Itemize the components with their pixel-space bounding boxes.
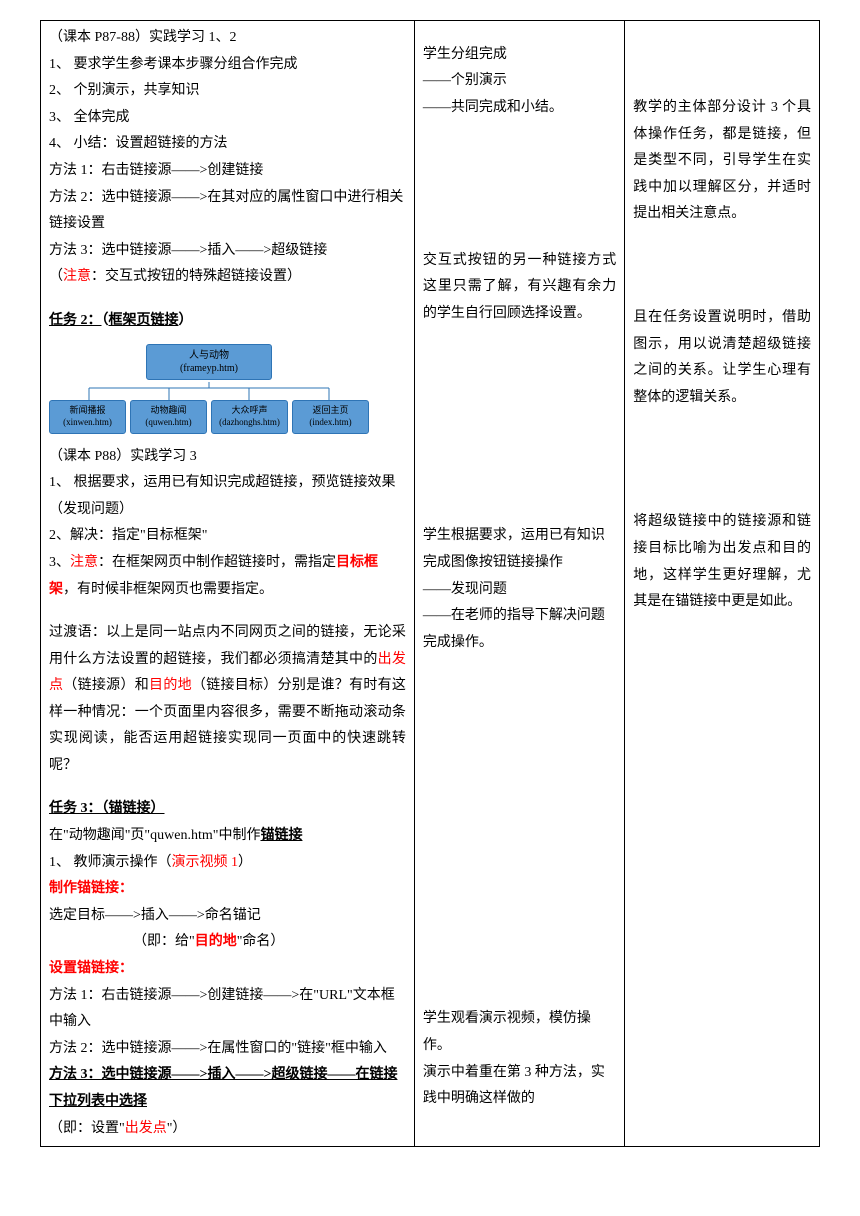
node-sub: (dazhonghs.htm)	[213, 417, 286, 429]
text-block: 交互式按钮的另一种链接方式这里只需了解，有兴趣有余力的学生自行回顾选择设置。	[423, 248, 616, 328]
text-line: 1、 要求学生参考课本步骤分组合作完成	[49, 52, 406, 79]
text: ）	[238, 855, 252, 870]
text-line: ——在老师的指导下解决问题完成操作。	[423, 603, 616, 656]
spacer	[423, 122, 616, 248]
text: ：交互式按钮的特殊超链接设置）	[91, 269, 301, 284]
diagram-child-node: 返回主页 (index.htm)	[292, 400, 369, 433]
spacer	[423, 25, 616, 42]
spacer	[633, 25, 811, 95]
text: （链接源）和	[63, 678, 149, 693]
transition-text: 过渡语：以上是同一站点内不同网页之间的链接，无论采用什么方法设置的超链接，我们都…	[49, 620, 406, 780]
text-line: 方法 2：选中链接源——>在其对应的属性窗口中进行相关链接设置	[49, 185, 406, 238]
text-line: 方法 2：选中链接源——>在属性窗口的"链接"框中输入	[49, 1036, 406, 1063]
text: （即：给"	[133, 934, 195, 949]
node-sub: (xinwen.htm)	[51, 417, 124, 429]
text-line: 2、解决：指定"目标框架"	[49, 523, 406, 550]
spacer	[423, 327, 616, 523]
text: ）	[179, 313, 193, 328]
highlight-text: 目的地	[149, 678, 192, 693]
text-block: 且在任务设置说明时，借助图示，用以说清楚超级链接之间的关系。让学生心理有整体的逻…	[633, 305, 811, 411]
task-heading: 任务 2：（框架页链接）	[49, 308, 406, 335]
node-title: 动物趣闻	[132, 405, 205, 417]
text-line: 学生分组完成	[423, 42, 616, 69]
spacer	[423, 656, 616, 1006]
text: ：在框架网页中制作超链接时，需指定	[98, 555, 336, 570]
section-heading: 设置锚链接：	[49, 956, 406, 983]
highlight-text: 演示视频 1	[172, 855, 239, 870]
frame-hierarchy-diagram: 人与动物 (frameyp.htm) 新闻播报 (xinwen.htm) 动物趣…	[49, 344, 369, 433]
spacer	[633, 411, 811, 509]
text-line: 3、 全体完成	[49, 105, 406, 132]
text: "）	[167, 1121, 187, 1136]
diagram-child-node: 新闻播报 (xinwen.htm)	[49, 400, 126, 433]
text: "命名）	[237, 934, 285, 949]
spacer	[49, 291, 406, 308]
column-student-activity: 学生分组完成 ——个别演示 ——共同完成和小结。 交互式按钮的另一种链接方式这里…	[414, 21, 624, 1147]
text: 1、 教师演示操作（	[49, 855, 172, 870]
text-line: 学生根据要求，运用已有知识完成图像按钮链接操作	[423, 523, 616, 576]
text-line: 选定目标——>插入——>命名锚记	[49, 903, 406, 930]
text-line: 方法 3：选中链接源——>插入——>超级链接	[49, 238, 406, 265]
highlight-text: 注意	[70, 555, 98, 570]
text-line: 方法 1：右击链接源——>创建链接——>在"URL"文本框中输入	[49, 983, 406, 1036]
text-line: 在"动物趣闻"页"quwen.htm"中制作锚链接	[49, 823, 406, 850]
text-line: 1、 根据要求，运用已有知识完成超链接，预览链接效果（发现问题）	[49, 470, 406, 523]
text: （即：设置"	[49, 1121, 125, 1136]
text-line: （即：设置"出发点"）	[49, 1116, 406, 1143]
text-line: （注意：交互式按钮的特殊超链接设置）	[49, 264, 406, 291]
highlight-text: 注意	[63, 269, 91, 284]
diagram-children: 新闻播报 (xinwen.htm) 动物趣闻 (quwen.htm) 大众呼声 …	[49, 400, 369, 433]
column-design-intent: 教学的主体部分设计 3 个具体操作任务，都是链接，但是类型不同，引导学生在实践中…	[625, 21, 820, 1147]
text-line: 演示中着重在第 3 种方法，实践中明确这样做的	[423, 1060, 616, 1113]
text-line: 4、 小结：设置超链接的方法	[49, 131, 406, 158]
text-line: （即：给"目的地"命名）	[49, 929, 406, 956]
lesson-plan-table: （课本 P87-88）实践学习 1、2 1、 要求学生参考课本步骤分组合作完成 …	[40, 20, 820, 1147]
diagram-connectors	[49, 382, 369, 400]
spacer	[633, 228, 811, 305]
text-block: 教学的主体部分设计 3 个具体操作任务，都是链接，但是类型不同，引导学生在实践中…	[633, 95, 811, 228]
text-line: 3、注意：在框架网页中制作超链接时，需指定目标框架，有时候非框架网页也需要指定。	[49, 550, 406, 603]
text-block: 将超级链接中的链接源和链接目标比喻为出发点和目的地，这样学生更好理解，尤其是在锚…	[633, 509, 811, 615]
node-sub: (frameyp.htm)	[149, 362, 269, 375]
column-teacher-activity: （课本 P87-88）实践学习 1、2 1、 要求学生参考课本步骤分组合作完成 …	[41, 21, 415, 1147]
node-sub: (index.htm)	[294, 417, 367, 429]
text-line: 方法 3：选中链接源——>插入——>超级链接——在链接下拉列表中选择	[49, 1062, 406, 1115]
task-label: 任务 2：	[49, 313, 102, 328]
node-title: 新闻播报	[51, 405, 124, 417]
text: 3、	[49, 555, 70, 570]
text-line: 1、 教师演示操作（演示视频 1）	[49, 850, 406, 877]
text-line: ——发现问题	[423, 577, 616, 604]
text: （	[49, 269, 63, 284]
text: ，有时候非框架网页也需要指定。	[63, 582, 273, 597]
node-title: 返回主页	[294, 405, 367, 417]
text: 在"动物趣闻"页"quwen.htm"中制作	[49, 828, 260, 843]
spacer	[49, 603, 406, 620]
highlight-text: 目的地	[195, 934, 237, 949]
section-heading: 制作锚链接：	[49, 876, 406, 903]
anchor-link-label: 锚链接	[260, 828, 302, 843]
task-title: 框架页链接	[109, 313, 179, 328]
highlight-text: 出发点	[125, 1121, 167, 1136]
text-line: ——共同完成和小结。	[423, 95, 616, 122]
text: 过渡语：以上是同一站点内不同网页之间的链接，无论采用什么方法设置的超链接，我们都…	[49, 625, 406, 667]
text: （	[102, 313, 109, 328]
text-line: ——个别演示	[423, 68, 616, 95]
text-line: 学生观看演示视频，模仿操作。	[423, 1006, 616, 1059]
text-line: 方法 1：右击链接源——>创建链接	[49, 158, 406, 185]
text-line: 2、 个别演示，共享知识	[49, 78, 406, 105]
task-heading: 任务 3：（锚链接）	[49, 796, 406, 823]
diagram-child-node: 动物趣闻 (quwen.htm)	[130, 400, 207, 433]
document-page: （课本 P87-88）实践学习 1、2 1、 要求学生参考课本步骤分组合作完成 …	[0, 0, 860, 1167]
diagram-root-node: 人与动物 (frameyp.htm)	[146, 344, 272, 380]
node-title: 人与动物	[149, 349, 269, 362]
diagram-child-node: 大众呼声 (dazhonghs.htm)	[211, 400, 288, 433]
node-title: 大众呼声	[213, 405, 286, 417]
spacer	[49, 780, 406, 797]
text-line: （课本 P88）实践学习 3	[49, 444, 406, 471]
text-line: （课本 P87-88）实践学习 1、2	[49, 25, 406, 52]
node-sub: (quwen.htm)	[132, 417, 205, 429]
